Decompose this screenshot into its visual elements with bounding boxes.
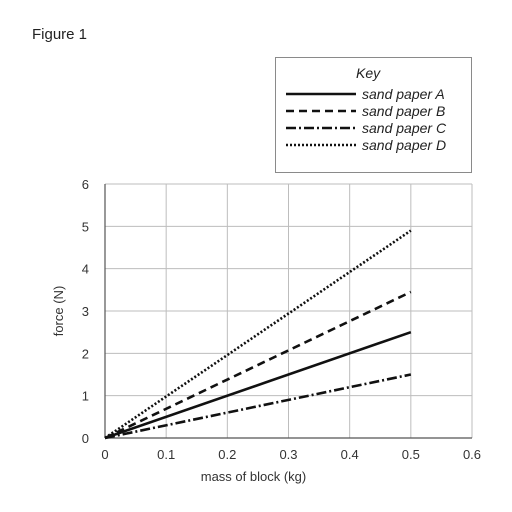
legend-label-c: sand paper C bbox=[362, 120, 446, 136]
y-tick-label: 5 bbox=[82, 219, 89, 234]
legend-label-b: sand paper B bbox=[362, 103, 445, 119]
y-axis-title: force (N) bbox=[51, 286, 66, 337]
series-lines bbox=[105, 231, 411, 438]
x-tick-label: 0.6 bbox=[463, 447, 481, 462]
legend-swatch-b bbox=[286, 103, 356, 119]
legend-item-a: sand paper A bbox=[286, 86, 471, 102]
x-tick-label: 0.1 bbox=[157, 447, 175, 462]
legend-item-b: sand paper B bbox=[286, 103, 471, 119]
y-tick-label: 0 bbox=[82, 431, 89, 446]
y-tick-label: 2 bbox=[82, 346, 89, 361]
x-tick-label: 0 bbox=[101, 447, 108, 462]
x-tick-label: 0.5 bbox=[402, 447, 420, 462]
legend-swatch-d bbox=[286, 137, 356, 153]
y-tick-label: 1 bbox=[82, 389, 89, 404]
y-tick-label: 4 bbox=[82, 262, 89, 277]
y-tick-label: 3 bbox=[82, 304, 89, 319]
x-tick-label: 0.2 bbox=[218, 447, 236, 462]
legend-item-c: sand paper C bbox=[286, 120, 471, 136]
legend-label-d: sand paper D bbox=[362, 137, 446, 153]
legend-label-a: sand paper A bbox=[362, 86, 445, 102]
legend-title: Key bbox=[356, 65, 380, 81]
legend-swatch-c bbox=[286, 120, 356, 136]
series-line-d bbox=[105, 231, 411, 438]
series-line-b bbox=[105, 292, 411, 438]
legend-item-d: sand paper D bbox=[286, 137, 471, 153]
y-tick-label: 6 bbox=[82, 177, 89, 192]
x-tick-label: 0.3 bbox=[279, 447, 297, 462]
legend-swatch-a bbox=[286, 86, 356, 102]
x-axis-title: mass of block (kg) bbox=[201, 469, 306, 484]
x-tick-label: 0.4 bbox=[341, 447, 359, 462]
legend: Key sand paper A sand paper B sand paper… bbox=[275, 57, 472, 173]
